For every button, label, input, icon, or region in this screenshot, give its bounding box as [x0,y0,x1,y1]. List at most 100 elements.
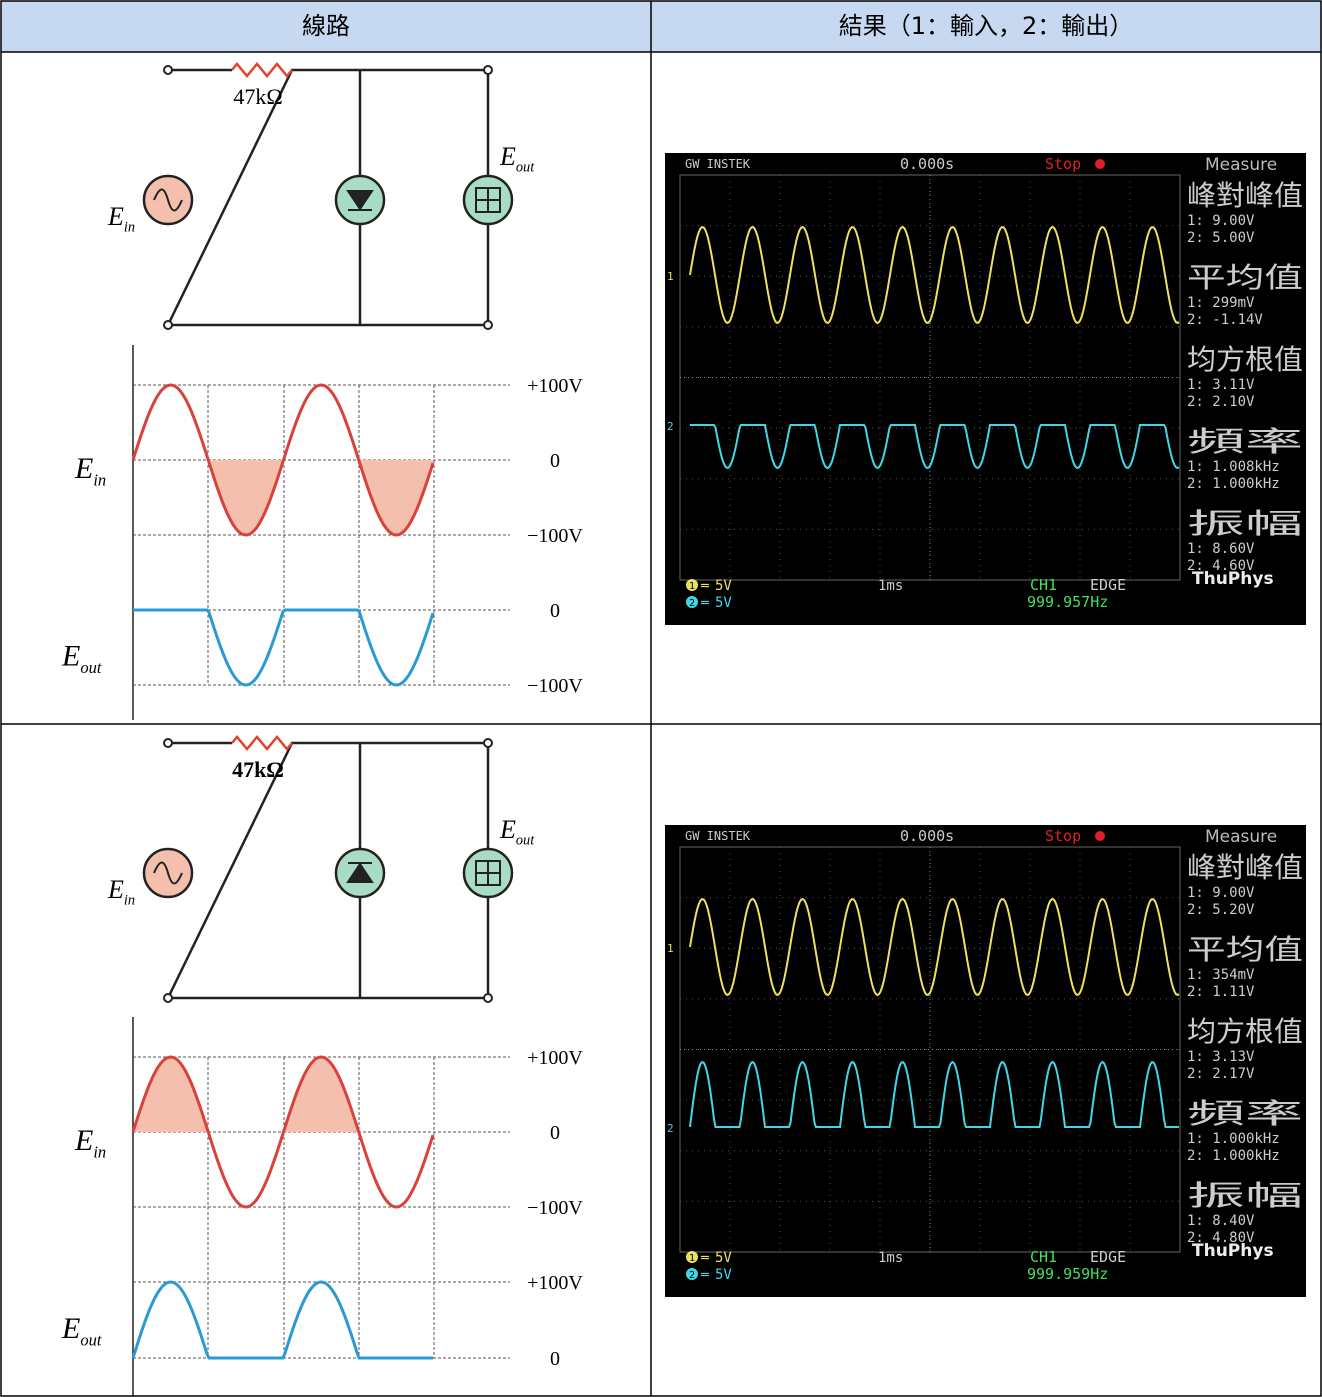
ch-scale: 5V [715,578,732,594]
measure-value: 1: 3.11V [1187,377,1255,393]
output-label-sub: out [80,658,102,677]
measure-title: 峰對峰值 [1187,179,1303,212]
input-label-main: E [74,1124,93,1157]
measure-value: 1: 9.00V [1187,213,1255,229]
scope-panel: Measure [1205,827,1277,847]
source-label-sub: in [124,893,135,909]
level-label: −100V [527,525,583,547]
output-label-main: E [499,142,516,171]
measure-value: 1: 8.40V [1187,1213,1255,1229]
page: 線路 結果（1：輸入，2：輸出） 47kΩEinEout+100V0−100V0… [0,0,1322,1397]
input-label-sub: in [93,471,106,490]
terminal [164,994,172,1002]
output-label: Eout [61,640,102,678]
output-label-main: E [499,815,516,844]
measure-value: 2: 5.00V [1187,230,1255,246]
ch-badge-num: 2 [689,1270,695,1281]
level-label: −100V [527,1197,583,1219]
ch-badge-num: 1 [689,581,695,592]
input-label: Ein [74,452,106,490]
ch-coupling: ═ [700,1268,709,1283]
ch-badge-num: 2 [689,598,695,609]
ch-coupling: ═ [700,596,709,611]
output-label-sub: out [516,833,535,849]
wire [168,70,488,325]
wire [168,743,488,998]
resistor-label: 47kΩ [232,757,284,782]
scope-status: Stop [1045,155,1081,173]
measure-value: 1: 8.60V [1187,541,1255,557]
status-dot [1095,831,1105,841]
output-wave [133,610,433,685]
input-label-sub: in [93,1143,106,1162]
measure-value: 1: 1.008kHz [1187,459,1280,475]
level-label: +100V [527,1272,583,1294]
measure-title: 均方根值 [1187,343,1303,376]
frequency: 999.957Hz [1027,593,1108,611]
level-label: 0 [550,600,560,622]
status-dot [1095,159,1105,169]
measure-value: 2: 1.000kHz [1187,1148,1280,1164]
measure-value: 1: 299mV [1187,295,1255,311]
scope-status: Stop [1045,827,1081,845]
header-cell: 線路 [302,12,350,40]
ch-badge-num: 1 [689,1253,695,1264]
ch-marker: 2 [667,1122,674,1135]
measure-value: 2: 2.17V [1187,1066,1255,1082]
measure-value: 2: 1.000kHz [1187,476,1280,492]
output-label-sub: out [80,1331,102,1350]
terminal [484,739,492,747]
level-label: 0 [550,1122,560,1144]
measure-title: 平均值 [1187,933,1303,966]
output-label-main: E [61,640,80,673]
measure-value: 2: -1.14V [1187,312,1263,328]
source-label-main: E [107,202,124,231]
output-label-main: E [61,1312,80,1345]
measure-title: 頻率 [1187,1097,1303,1130]
scope-panel: Measure [1205,155,1277,175]
ch-coupling: ═ [700,1251,709,1266]
measure-value: 2: 1.11V [1187,984,1255,1000]
ch-marker: 2 [667,420,674,433]
frequency: 999.959Hz [1027,1265,1108,1283]
ch-marker: 1 [667,942,674,955]
terminal [164,66,172,74]
source-label-sub: in [124,220,135,236]
output-label: Eout [61,1312,102,1350]
level-label: 0 [550,1348,560,1370]
ch-scale: 5V [715,1250,732,1266]
resistor [232,64,292,76]
input-label: Ein [74,1124,106,1162]
resistor [232,737,292,749]
output-label: Eout [499,815,535,849]
measure-value: 1: 9.00V [1187,885,1255,901]
level-label: 0 [550,450,560,472]
scope-time: 0.000s [900,155,954,173]
level-label: +100V [527,375,583,397]
timebase: 1ms [878,1250,903,1266]
level-label: +100V [527,1047,583,1069]
measure-title: 振幅 [1187,507,1303,540]
measure-value: 2: 5.20V [1187,902,1255,918]
terminal [484,66,492,74]
source-label-main: E [107,875,124,904]
terminal [164,321,172,329]
measure-title: 平均值 [1187,261,1303,294]
output-wave [133,1282,433,1358]
trigger-type: EDGE [1090,576,1126,594]
measure-value: 1: 354mV [1187,967,1255,983]
level-label: −100V [527,675,583,697]
source-label: Ein [107,875,135,909]
scope-brand: GW INSTEK [685,157,751,171]
scope-time: 0.000s [900,827,954,845]
ch-scale: 5V [715,595,732,611]
timebase: 1ms [878,578,903,594]
measure-title: 振幅 [1187,1179,1303,1212]
output-label: Eout [499,142,535,176]
resistor-label: 47kΩ [233,84,282,109]
measure-title: 頻率 [1187,425,1303,458]
source-label: Ein [107,202,135,236]
trigger-source: CH1 [1030,576,1057,594]
measure-title: 均方根值 [1187,1015,1303,1048]
ch-coupling: ═ [700,579,709,594]
